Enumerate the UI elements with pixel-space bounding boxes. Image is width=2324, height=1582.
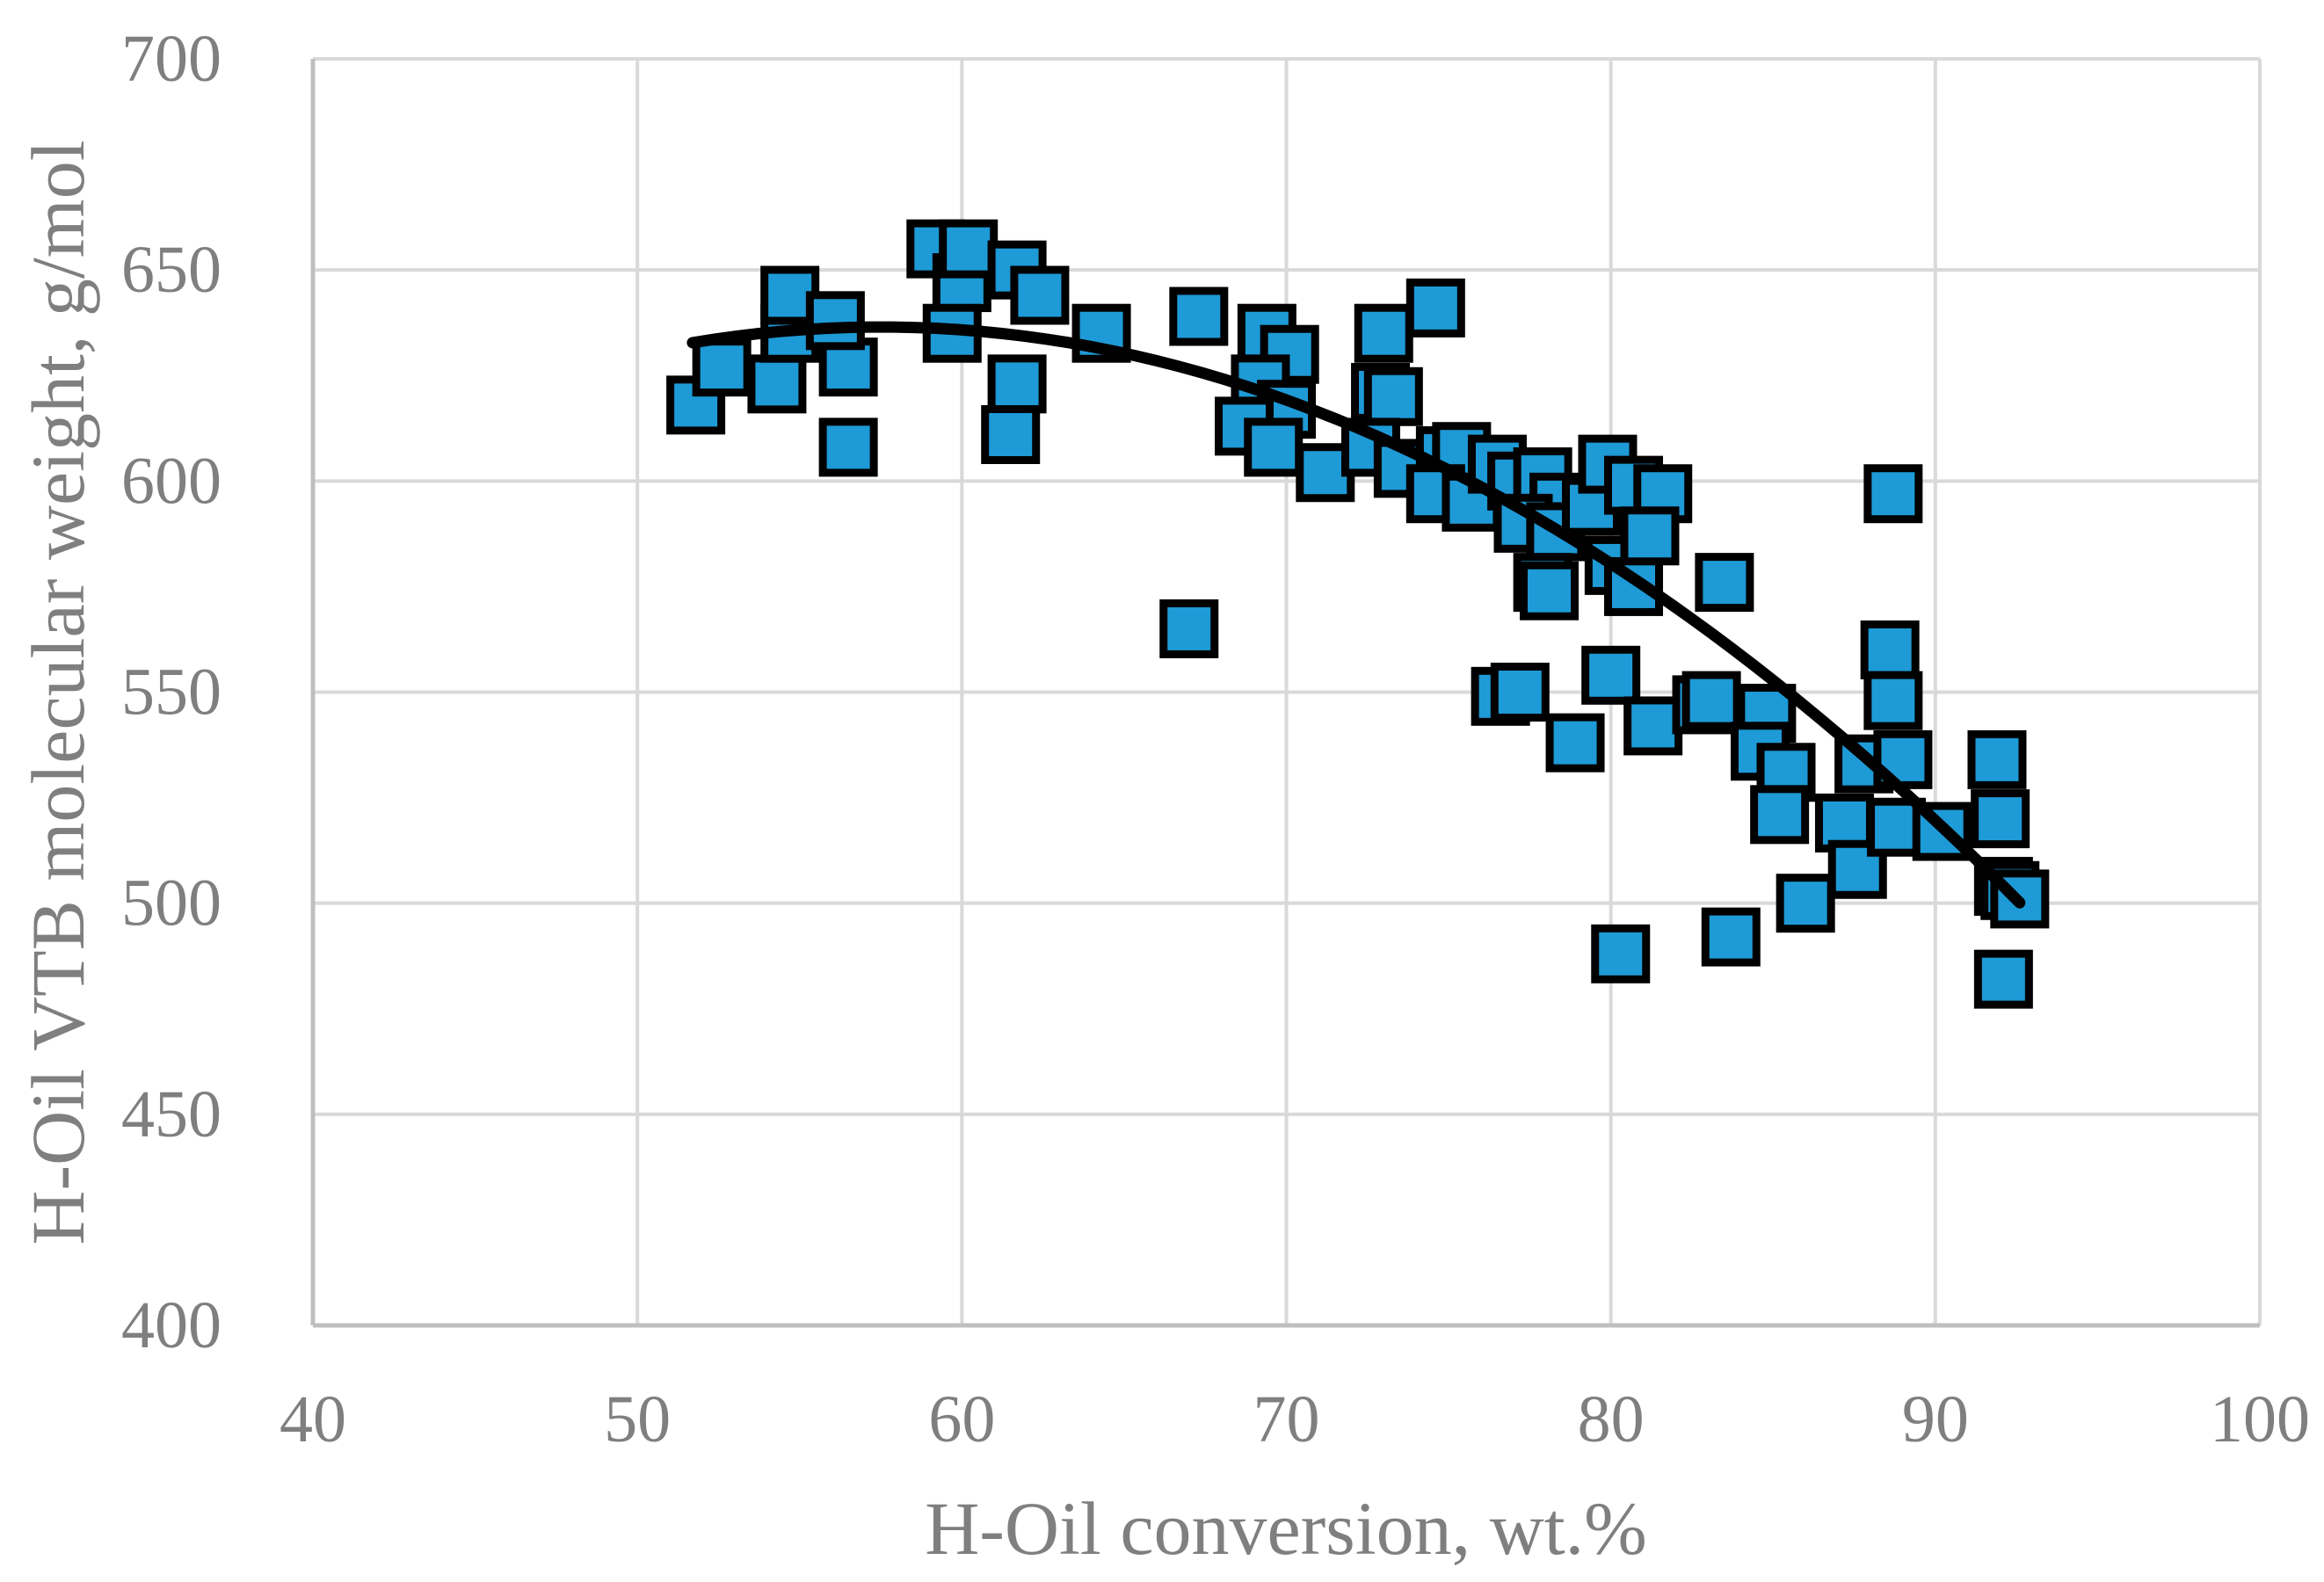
x-tick-label: 100: [2210, 1382, 2310, 1456]
data-point-marker: [1591, 924, 1651, 983]
data-point-marker: [1010, 265, 1070, 325]
x-tick-label: 90: [1902, 1382, 1969, 1456]
data-point-marker: [1159, 599, 1219, 658]
trend-line-layer: [686, 321, 2026, 909]
x-tick-label: 80: [1578, 1382, 1645, 1456]
data-point-marker: [987, 354, 1047, 414]
data-point-marker: [692, 337, 752, 397]
data-point-marker: [1701, 907, 1761, 967]
data-point-marker: [805, 291, 865, 351]
data-point-marker: [1623, 696, 1683, 756]
data-points: [666, 219, 2050, 1009]
data-point-marker: [1581, 645, 1641, 705]
data-point-marker: [1776, 874, 1835, 933]
data-point-marker: [1169, 287, 1229, 346]
data-point-marker: [1405, 278, 1465, 337]
x-tick-label: 60: [928, 1382, 995, 1456]
y-axis-title: H-Oil VTB molecular weight, g/mol: [16, 140, 100, 1245]
data-point-marker: [1990, 869, 2050, 929]
data-point-marker: [1695, 553, 1754, 613]
y-tick-label: 400: [121, 1288, 222, 1362]
y-tick-label: 450: [121, 1078, 222, 1151]
axis-lines: [310, 59, 2260, 1328]
tick-labels: 400 450 500 550 600 650 700 40 50 60 70 80 90 100: [121, 22, 2310, 1456]
data-point-marker: [1750, 785, 1810, 845]
x-tick-label: 40: [280, 1382, 346, 1456]
data-point-marker: [1071, 303, 1131, 363]
x-tick-label: 70: [1253, 1382, 1320, 1456]
data-point-marker: [1354, 303, 1413, 363]
data-point-marker: [1545, 713, 1605, 773]
gridlines: [311, 57, 2262, 1327]
data-point-marker: [1863, 464, 1923, 524]
data-point-marker: [1967, 729, 2027, 789]
data-point-marker: [1363, 366, 1423, 426]
trend-line: [686, 321, 2026, 909]
data-point-marker: [1520, 561, 1580, 620]
data-point-marker: [1490, 663, 1550, 722]
y-tick-label: 500: [121, 867, 222, 940]
data-point-marker: [1863, 671, 1923, 730]
data-point-marker: [818, 417, 878, 477]
data-point-marker: [1971, 789, 2030, 849]
data-point-marker: [1973, 949, 2033, 1009]
data-point-marker: [1244, 417, 1304, 477]
x-tick-label: 50: [604, 1382, 671, 1456]
x-axis-title: H-Oil conversion, wt.%: [925, 1486, 1647, 1571]
y-tick-label: 600: [121, 444, 222, 518]
data-point-marker: [939, 219, 999, 279]
data-point-marker: [1814, 793, 1874, 853]
data-point-marker: [747, 354, 807, 414]
y-tick-label: 650: [121, 233, 222, 307]
data-point-marker: [1681, 671, 1741, 730]
data-point-marker: [1620, 506, 1680, 566]
data-point-marker: [1860, 620, 1920, 679]
y-tick-label: 550: [121, 656, 222, 729]
y-tick-label: 700: [121, 22, 222, 96]
data-point-marker: [981, 404, 1041, 464]
